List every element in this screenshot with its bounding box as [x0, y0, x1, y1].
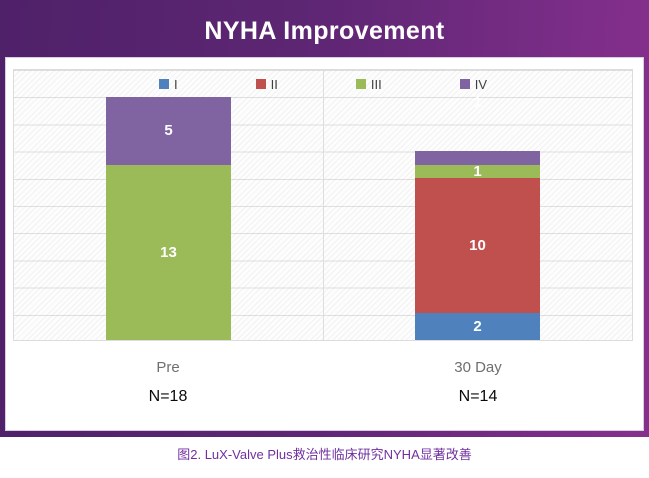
legend-color-chip	[459, 79, 470, 89]
legend-color-chip	[355, 79, 366, 89]
bar-segment-label: 2	[473, 318, 482, 335]
category-axis: Pre 30 Day	[13, 359, 633, 376]
legend-item-i: I	[159, 77, 178, 92]
outside-bar-label: 1	[473, 94, 482, 111]
n-label-30day: N=14	[458, 388, 498, 405]
bar-group-30day: 2 10 1 1	[323, 70, 632, 340]
bar-segment-label: 1	[473, 162, 482, 180]
bar-segment-i: 2	[415, 313, 540, 340]
stacked-bar-30-day: 2 10 1 1	[415, 70, 540, 340]
x-label-pre: Pre	[156, 359, 180, 376]
legend-item-iii: III	[355, 76, 382, 92]
bar-segment-label: 5	[164, 122, 173, 140]
bar-segment-ii: 10	[415, 178, 540, 313]
chart-area: I II III IV 13 5 2 10 1 1 Pre 30 Day N=18 N=14	[5, 57, 644, 431]
legend-label: III	[370, 76, 382, 92]
legend-color-chip	[255, 79, 266, 89]
x-label-30day: 30 Day	[454, 359, 502, 376]
legend-item-ii: II	[255, 76, 278, 92]
n-label-pre: N=18	[148, 388, 188, 405]
bar-segment-label: 10	[469, 237, 486, 254]
bar-segment-iii: 13	[106, 164, 231, 340]
chart-card: NYHA Improvement I II III IV 13 5 2 10 1 1 Pre …	[0, 0, 649, 437]
legend-label: I	[174, 76, 178, 92]
chart-title-bar: NYHA Improvement	[0, 0, 649, 57]
stacked-bar-pre: 13 5	[106, 70, 231, 340]
legend-color-chip	[159, 79, 169, 89]
bar-segment-iv	[415, 151, 540, 165]
bar-group-pre: 13 5	[14, 70, 323, 340]
figure-caption: 图2. LuX-Valve Plus救治性临床研究NYHA显著改善	[177, 447, 472, 462]
legend-item-iv: IV	[459, 76, 487, 92]
bar-segment-iv: 5	[106, 97, 231, 165]
bar-segment-iii: 1	[415, 162, 540, 180]
plot-area: I II III IV 13 5 2 10 1 1	[13, 69, 633, 341]
vertical-gridline	[323, 70, 324, 340]
legend-label: IV	[474, 76, 487, 92]
bar-segment-label: 13	[160, 243, 177, 261]
legend: I II III IV	[14, 72, 632, 96]
sample-size-row: N=18 N=14	[13, 388, 633, 406]
chart-title: NYHA Improvement	[204, 17, 445, 45]
legend-label: II	[270, 76, 278, 92]
